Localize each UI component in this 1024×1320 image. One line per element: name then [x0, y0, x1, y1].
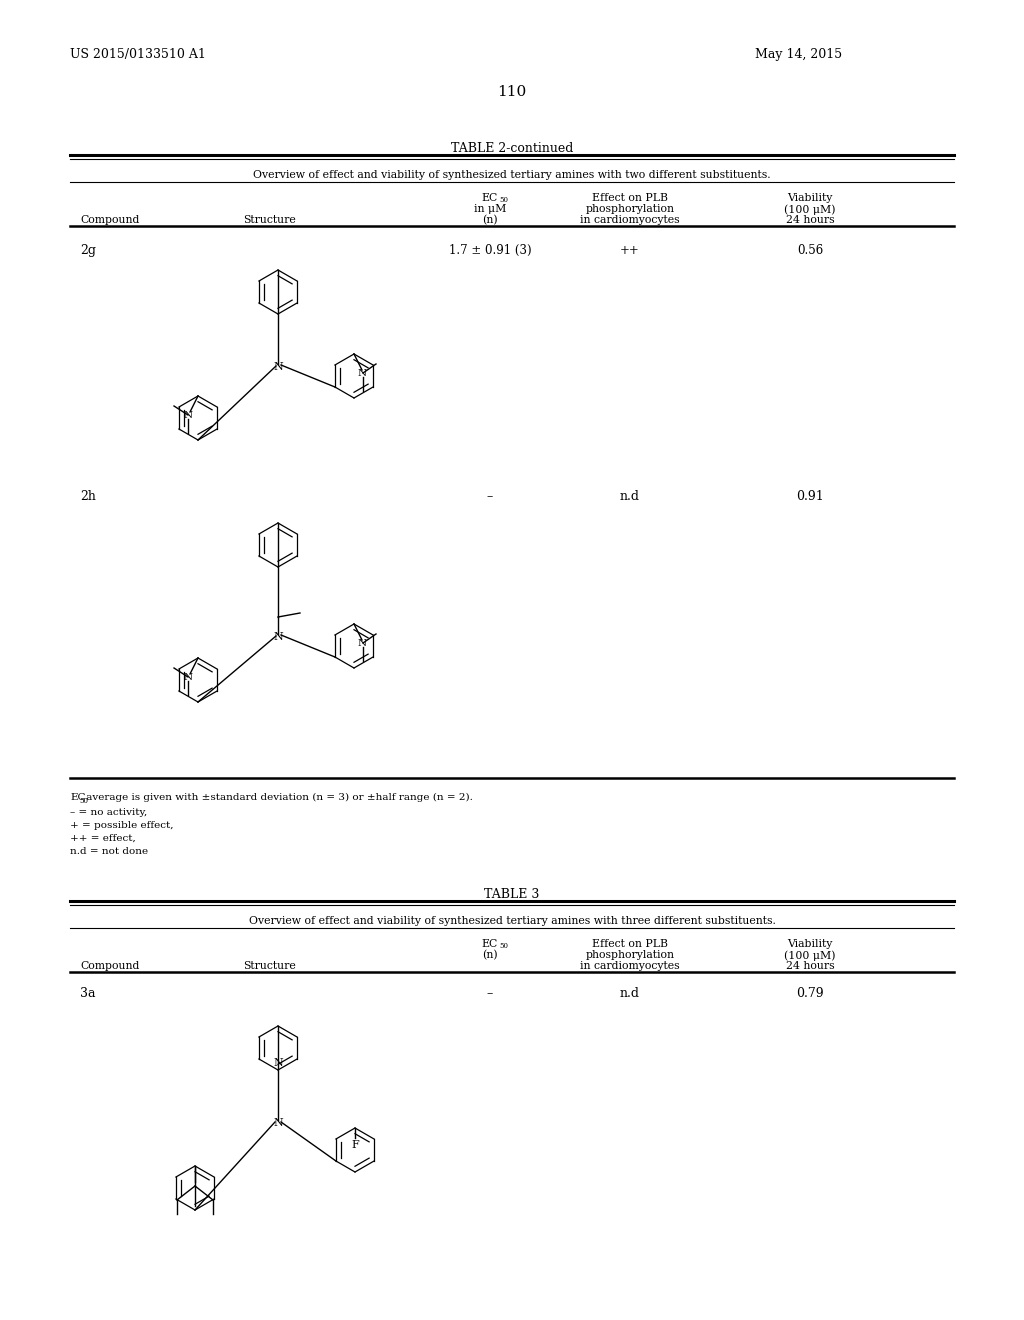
Text: TABLE 2-continued: TABLE 2-continued — [451, 143, 573, 154]
Text: Structure: Structure — [244, 215, 296, 224]
Text: 50: 50 — [79, 797, 88, 805]
Text: N: N — [273, 1118, 283, 1129]
Text: N: N — [357, 639, 367, 648]
Text: 50: 50 — [499, 195, 508, 205]
Text: (n): (n) — [482, 215, 498, 226]
Text: n.d: n.d — [620, 987, 640, 1001]
Text: 0.79: 0.79 — [797, 987, 824, 1001]
Text: Compound: Compound — [80, 961, 139, 972]
Text: Structure: Structure — [244, 961, 296, 972]
Text: (n): (n) — [482, 950, 498, 961]
Text: US 2015/0133510 A1: US 2015/0133510 A1 — [70, 48, 206, 61]
Text: N: N — [183, 673, 193, 682]
Text: (100 μM): (100 μM) — [784, 205, 836, 215]
Text: in μM: in μM — [474, 205, 506, 214]
Text: + = possible effect,: + = possible effect, — [70, 821, 173, 830]
Text: 0.56: 0.56 — [797, 244, 823, 257]
Text: N: N — [273, 1059, 283, 1068]
Text: 50: 50 — [499, 942, 508, 950]
Text: 2h: 2h — [80, 490, 96, 503]
Text: –: – — [486, 490, 494, 503]
Text: N: N — [273, 632, 283, 642]
Text: EC: EC — [482, 193, 498, 203]
Text: in cardiomyocytes: in cardiomyocytes — [581, 215, 680, 224]
Text: n.d = not done: n.d = not done — [70, 847, 148, 855]
Text: Compound: Compound — [80, 215, 139, 224]
Text: Effect on PLB: Effect on PLB — [592, 939, 668, 949]
Text: in cardiomyocytes: in cardiomyocytes — [581, 961, 680, 972]
Text: 3a: 3a — [80, 987, 95, 1001]
Text: ++: ++ — [621, 244, 640, 257]
Text: 2g: 2g — [80, 244, 96, 257]
Text: Viability: Viability — [787, 939, 833, 949]
Text: n.d: n.d — [620, 490, 640, 503]
Text: Overview of effect and viability of synthesized tertiary amines with two differe: Overview of effect and viability of synt… — [253, 170, 771, 180]
Text: ++ = effect,: ++ = effect, — [70, 834, 136, 843]
Text: TABLE 3: TABLE 3 — [484, 888, 540, 902]
Text: – = no activity,: – = no activity, — [70, 808, 147, 817]
Text: Effect on PLB: Effect on PLB — [592, 193, 668, 203]
Text: phosphorylation: phosphorylation — [586, 950, 675, 960]
Text: 0.91: 0.91 — [796, 490, 824, 503]
Text: F: F — [351, 1140, 358, 1150]
Text: 24 hours: 24 hours — [785, 215, 835, 224]
Text: May 14, 2015: May 14, 2015 — [755, 48, 842, 61]
Text: average is given with ±standard deviation (n = 3) or ±half range (n = 2).: average is given with ±standard deviatio… — [83, 793, 473, 803]
Text: 110: 110 — [498, 84, 526, 99]
Text: –: – — [486, 987, 494, 1001]
Text: phosphorylation: phosphorylation — [586, 205, 675, 214]
Text: (100 μM): (100 μM) — [784, 950, 836, 961]
Text: N: N — [357, 370, 367, 379]
Text: 1.7 ± 0.91 (3): 1.7 ± 0.91 (3) — [449, 244, 531, 257]
Text: N: N — [273, 362, 283, 372]
Text: N: N — [183, 412, 193, 421]
Text: Overview of effect and viability of synthesized tertiary amines with three diffe: Overview of effect and viability of synt… — [249, 916, 775, 927]
Text: Viability: Viability — [787, 193, 833, 203]
Text: EC: EC — [70, 793, 85, 803]
Text: EC: EC — [482, 939, 498, 949]
Text: 24 hours: 24 hours — [785, 961, 835, 972]
